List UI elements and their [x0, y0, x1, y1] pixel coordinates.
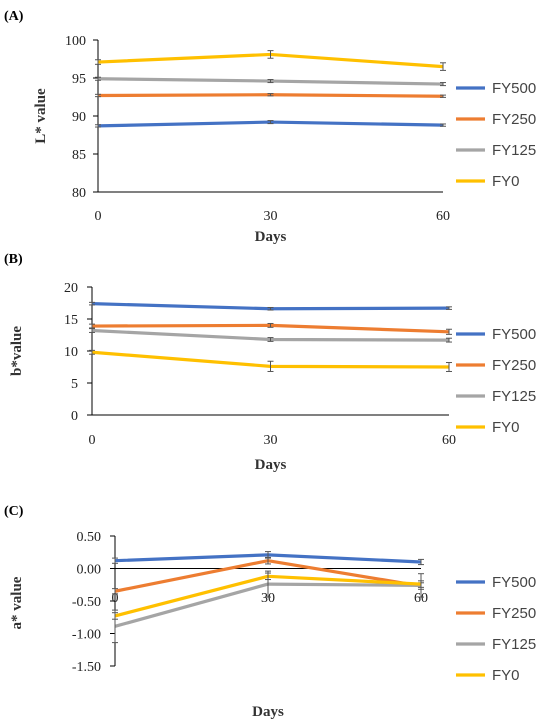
y-tick-label: 15: [64, 313, 78, 328]
error-bar: [89, 301, 95, 306]
error-bar: [89, 349, 95, 355]
legend-label: FY250: [492, 111, 536, 128]
error-bar: [95, 93, 101, 98]
error-bar: [267, 306, 274, 311]
legend-label: FY500: [492, 326, 536, 343]
error-bar: [267, 337, 274, 342]
legend-label: FY250: [492, 357, 536, 374]
error-bar: [267, 93, 274, 97]
error-bar: [418, 580, 424, 588]
error-bar: [446, 306, 452, 310]
y-tick-label: 0.00: [77, 563, 102, 578]
x-axis-title: Days: [255, 229, 287, 245]
x-tick-label: 30: [264, 433, 278, 448]
error-bar: [267, 322, 274, 328]
legend-item: FY125: [456, 142, 536, 159]
legend-item: FY0: [456, 419, 520, 436]
legend-item: FY0: [456, 173, 520, 190]
legend-item: FY125: [456, 636, 536, 653]
legend-label: FY500: [492, 80, 536, 97]
error-bar: [446, 362, 452, 372]
legend-label: FY125: [492, 636, 536, 653]
chart-panel: (C) -1.50 -1.00 -0.50 0.00 0.50 0 30 60 Days a* va…: [4, 504, 536, 720]
y-axis-title: L* value: [33, 88, 49, 144]
error-bar: [265, 572, 271, 581]
legend-item: FY125: [456, 388, 536, 405]
y-tick-label: -1.00: [72, 628, 101, 643]
error-bar: [112, 557, 118, 564]
error-bar: [89, 323, 95, 329]
legend: FY500 FY250 FY125 FY0: [456, 574, 536, 684]
legend: FY500 FY250 FY125 FY0: [456, 80, 536, 190]
chart-panel: (A) 80 85 90 95 100 0 30 60 Days L* value FY500 FY25…: [4, 9, 536, 245]
legend-item: FY500: [456, 574, 536, 591]
error-bar: [267, 50, 274, 59]
x-axis-title: Days: [255, 457, 287, 473]
panel-label: (C): [4, 504, 24, 519]
y-axis-title: a* value: [9, 576, 25, 629]
x-tick-label: 30: [264, 209, 278, 224]
x-tick-label: 0: [89, 433, 96, 448]
panel-label: (B): [4, 252, 23, 267]
chart-panel: (B) 0 5 10 15 20 0 30 60 Days b*value FY500 FY250 FY1…: [4, 252, 536, 473]
legend-label: FY500: [492, 574, 536, 591]
x-axis-title: Days: [252, 704, 284, 720]
y-tick-label: 0.50: [77, 530, 102, 545]
x-tick-label: 0: [95, 209, 102, 224]
error-bar: [95, 59, 101, 65]
error-bar: [446, 328, 452, 335]
y-tick-label: 0: [71, 409, 78, 424]
legend-item: FY500: [456, 80, 536, 97]
y-tick-label: 5: [71, 377, 78, 392]
y-tick-label: 95: [72, 72, 86, 87]
error-bar: [418, 558, 424, 566]
y-tick-label: 80: [72, 186, 86, 201]
x-tick-label: 0: [112, 591, 119, 606]
legend-label: FY250: [492, 605, 536, 622]
x-tick-label: 60: [436, 209, 450, 224]
x-tick-label: 60: [414, 591, 428, 606]
legend-label: FY0: [492, 667, 520, 684]
error-bar: [89, 328, 95, 333]
legend-item: FY250: [456, 605, 536, 622]
y-tick-label: -0.50: [72, 595, 101, 610]
y-tick-label: 85: [72, 148, 86, 163]
error-bar: [265, 556, 271, 565]
legend: FY500 FY250 FY125 FY0: [456, 326, 536, 436]
legend-item: FY500: [456, 326, 536, 343]
legend-item: FY0: [456, 667, 520, 684]
error-bar: [112, 612, 118, 620]
legend-label: FY0: [492, 419, 520, 436]
y-tick-label: 90: [72, 110, 86, 125]
legend-item: FY250: [456, 357, 536, 374]
error-bar: [112, 588, 118, 595]
error-bar: [267, 79, 274, 84]
y-tick-label: -1.50: [72, 660, 101, 675]
error-bar: [440, 94, 446, 98]
error-bar: [95, 124, 101, 128]
legend-label: FY125: [492, 142, 536, 159]
y-axis-title: b*value: [9, 326, 25, 376]
error-bar: [267, 120, 274, 125]
x-tick-label: 30: [261, 591, 275, 606]
error-bar: [440, 62, 446, 71]
panel-label: (A): [4, 9, 24, 24]
y-tick-label: 10: [64, 345, 78, 360]
x-tick-label: 60: [442, 433, 456, 448]
error-bar: [440, 123, 446, 127]
error-bar: [267, 360, 274, 372]
legend-item: FY250: [456, 111, 536, 128]
legend-label: FY125: [492, 388, 536, 405]
error-bar: [95, 76, 101, 81]
y-tick-label: 20: [64, 281, 78, 296]
legend-label: FY0: [492, 173, 520, 190]
y-tick-label: 100: [65, 34, 86, 49]
error-bar: [440, 82, 446, 87]
error-bar: [446, 337, 452, 343]
